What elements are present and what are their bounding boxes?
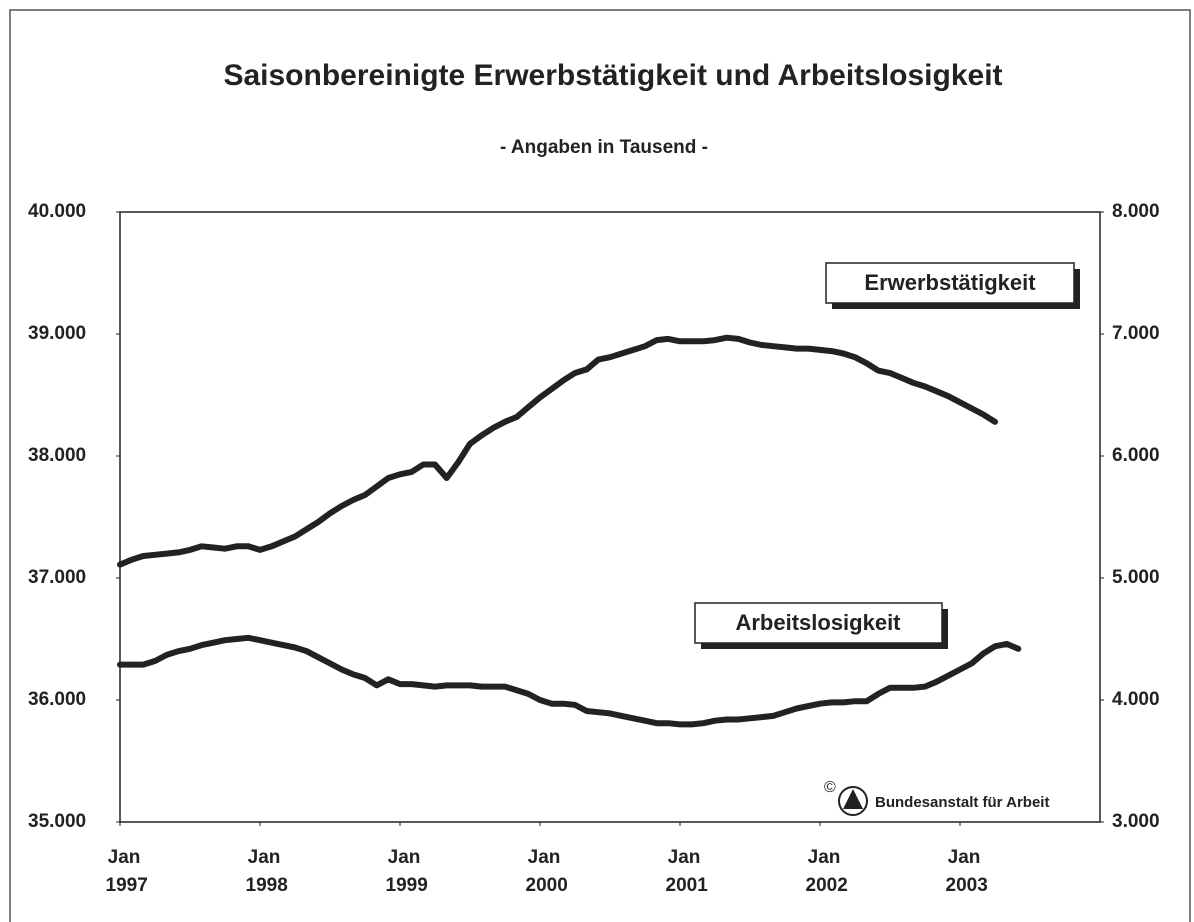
legend-erwerb: Erwerbstätigkeit: [825, 262, 1080, 309]
y2-tick-label: 7.000: [1112, 323, 1160, 344]
series-line: [117, 334, 998, 568]
source: Bundesanstalt für Arbeit: [875, 794, 1049, 811]
series-line: [117, 634, 1022, 728]
y2-tick-label: 6.000: [1112, 445, 1160, 466]
y2-tick-label: 5.000: [1112, 567, 1160, 588]
legend-arbeitslos: Arbeitslosigkeit: [694, 602, 948, 649]
y-tick-label: 36.000: [28, 689, 86, 710]
x-tick-label: Jan 2001: [660, 847, 708, 896]
x-tick-label: Jan 1998: [240, 847, 288, 896]
frame: [9, 9, 1191, 922]
legend-label: Arbeitslosigkeit: [735, 610, 901, 635]
x-tick-label: Jan 2000: [520, 847, 568, 896]
y-tick-label: 37.000: [28, 567, 86, 588]
chart-subtitle: - Angaben in Tausend -: [500, 137, 708, 158]
copyright: ©: [824, 779, 836, 796]
logo-mark: [843, 789, 863, 809]
x-tick-label: Jan 2003: [940, 847, 988, 896]
x-tick-label: Jan 1997: [100, 847, 148, 896]
logo-circle: [838, 786, 868, 816]
y-tick-label: 39.000: [28, 323, 86, 344]
label-box: [825, 262, 1075, 304]
plot-area: [119, 211, 1101, 823]
y-tick-label: 40.000: [28, 201, 86, 222]
y-tick-label: 38.000: [28, 445, 86, 466]
y2-tick-label: 8.000: [1112, 201, 1160, 222]
label-box: [694, 602, 943, 644]
chart-title: Saisonbereinigte Erwerbstätigkeit und Ar…: [223, 59, 1002, 92]
y2-tick-label: 4.000: [1112, 689, 1160, 710]
x-tick-label: Jan 1999: [380, 847, 428, 896]
legend-label: Erwerbstätigkeit: [864, 270, 1036, 295]
y-tick-label: 35.000: [28, 811, 86, 832]
y2-tick-label: 3.000: [1112, 811, 1160, 832]
x-tick-label: Jan 2002: [800, 847, 848, 896]
source-logo: © Bundesanstalt für Arbeit: [824, 779, 1049, 816]
